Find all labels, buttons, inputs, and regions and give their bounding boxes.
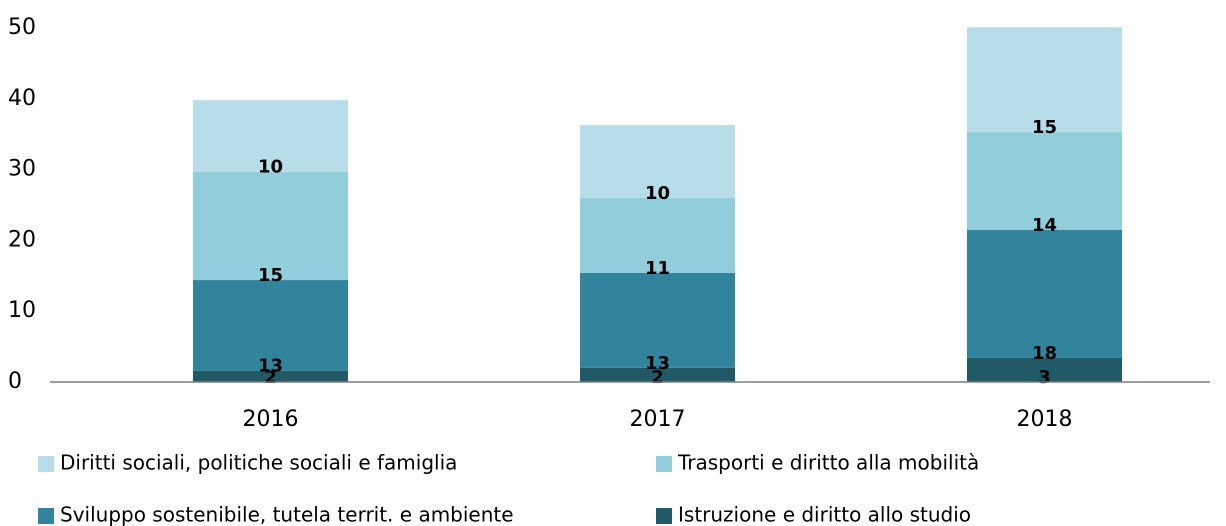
bar-segment — [967, 357, 1122, 382]
data-label: 10 — [645, 183, 670, 204]
y-tick-label: 30 — [8, 157, 36, 182]
bar-segment — [580, 367, 735, 382]
data-label: 11 — [645, 258, 670, 279]
data-label: 10 — [258, 157, 283, 178]
data-label: 3 — [1038, 367, 1051, 388]
y-tick-label: 20 — [8, 227, 36, 252]
data-label: 15 — [258, 265, 283, 286]
data-label: 13 — [645, 353, 670, 374]
legend-swatch — [38, 508, 54, 524]
bar-segment — [193, 280, 348, 371]
data-label: 15 — [1032, 117, 1057, 138]
legend-swatch — [656, 508, 672, 524]
x-tick-label: 2018 — [1017, 407, 1073, 432]
bar-segment — [193, 370, 348, 382]
y-tick-label: 40 — [8, 86, 36, 111]
legend-swatch — [656, 456, 672, 472]
bar-segment — [967, 229, 1122, 358]
y-tick-label: 0 — [8, 369, 22, 394]
x-tick-label: 2016 — [243, 407, 299, 432]
y-tick-label: 50 — [8, 15, 36, 40]
legend-label: Sviluppo sostenibile, tutela territ. e a… — [60, 503, 514, 526]
bar-segment — [193, 100, 348, 172]
bar-segment — [580, 197, 735, 273]
legend-label: Istruzione e diritto allo studio — [678, 503, 971, 526]
x-tick-label: 2017 — [630, 407, 686, 432]
bar-segment — [967, 27, 1122, 133]
bar-segment — [580, 272, 735, 368]
legend-label: Trasporti e diritto alla mobilità — [677, 451, 979, 475]
legend-swatch — [38, 456, 54, 472]
data-label: 13 — [258, 356, 283, 377]
bar-segment — [967, 132, 1122, 230]
legend-label: Diritti sociali, politiche sociali e fam… — [60, 451, 457, 475]
data-label: 18 — [1032, 343, 1057, 364]
data-label: 14 — [1032, 215, 1057, 236]
bar-segment — [193, 171, 348, 281]
y-tick-label: 10 — [8, 298, 36, 323]
bar-segment — [580, 124, 735, 198]
